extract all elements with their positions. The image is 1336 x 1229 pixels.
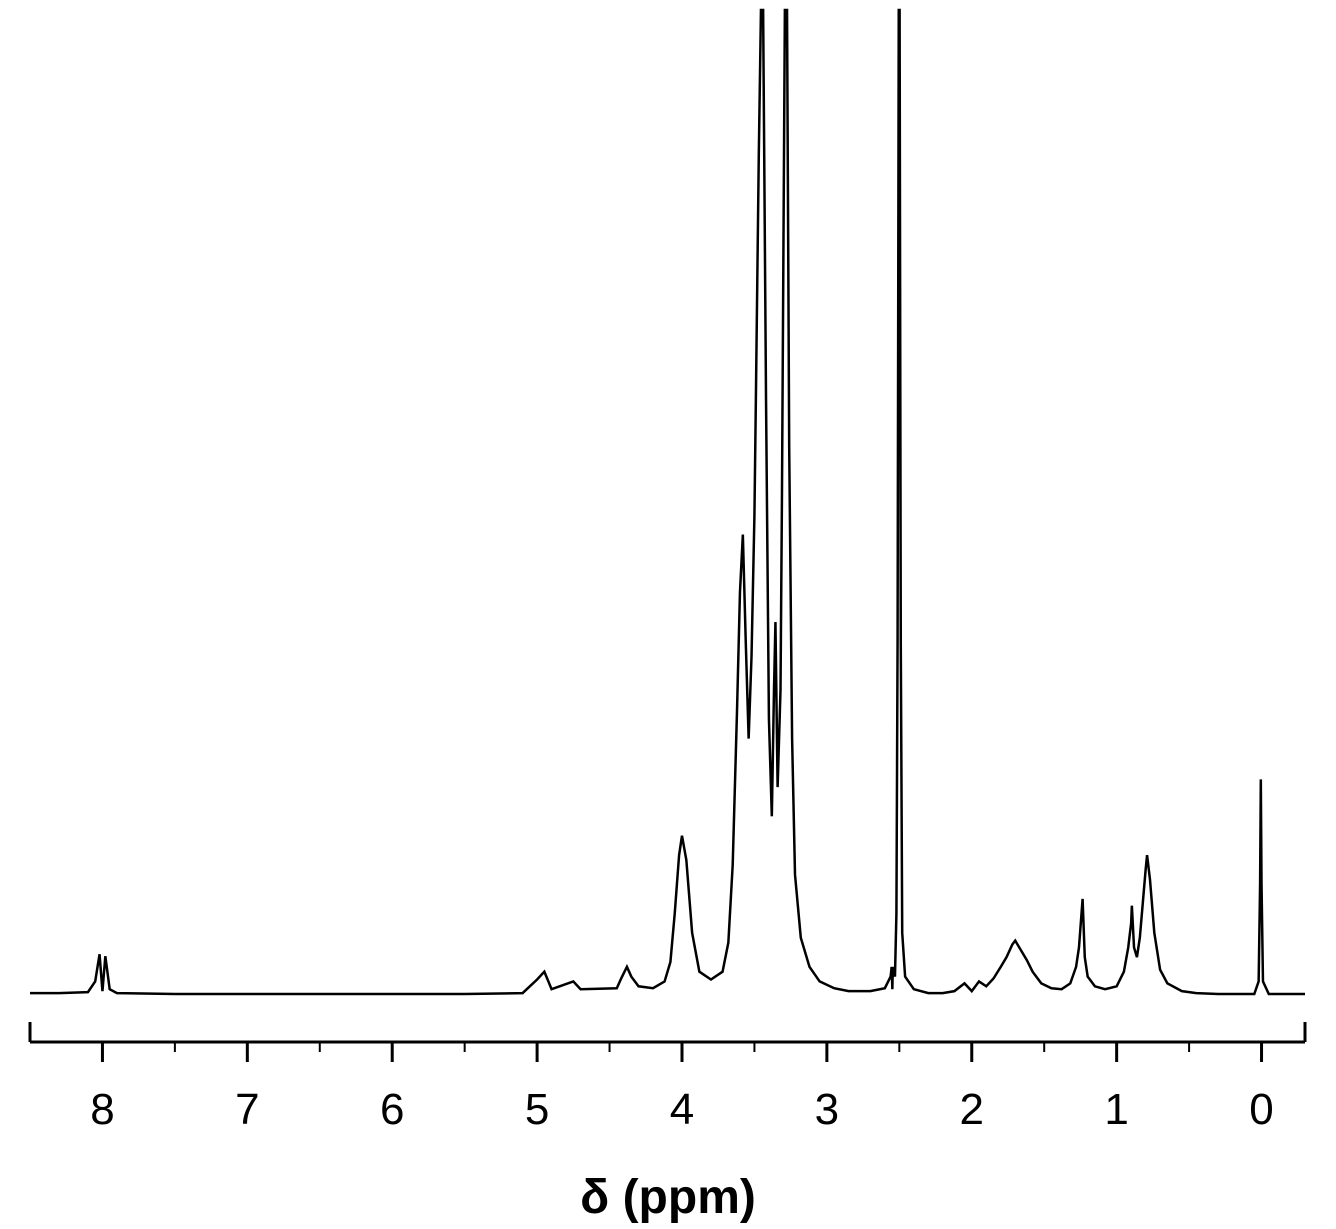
- spectrum-svg: [0, 0, 1336, 1224]
- tick-label-4: 4: [652, 1085, 712, 1135]
- tick-label-2: 2: [942, 1085, 1002, 1135]
- tick-label-7: 7: [217, 1085, 277, 1135]
- tick-label-5: 5: [507, 1085, 567, 1135]
- tick-label-0: 0: [1232, 1085, 1292, 1135]
- spectrum-trace: [30, 10, 1305, 994]
- tick-label-1: 1: [1087, 1085, 1147, 1135]
- tick-label-8: 8: [72, 1085, 132, 1135]
- nmr-spectrum-chart: 8 7 6 5 4 3 2 1 0 δ (ppm): [0, 0, 1336, 1224]
- x-axis-label: δ (ppm): [0, 1170, 1336, 1225]
- tick-label-3: 3: [797, 1085, 857, 1135]
- tick-label-6: 6: [362, 1085, 422, 1135]
